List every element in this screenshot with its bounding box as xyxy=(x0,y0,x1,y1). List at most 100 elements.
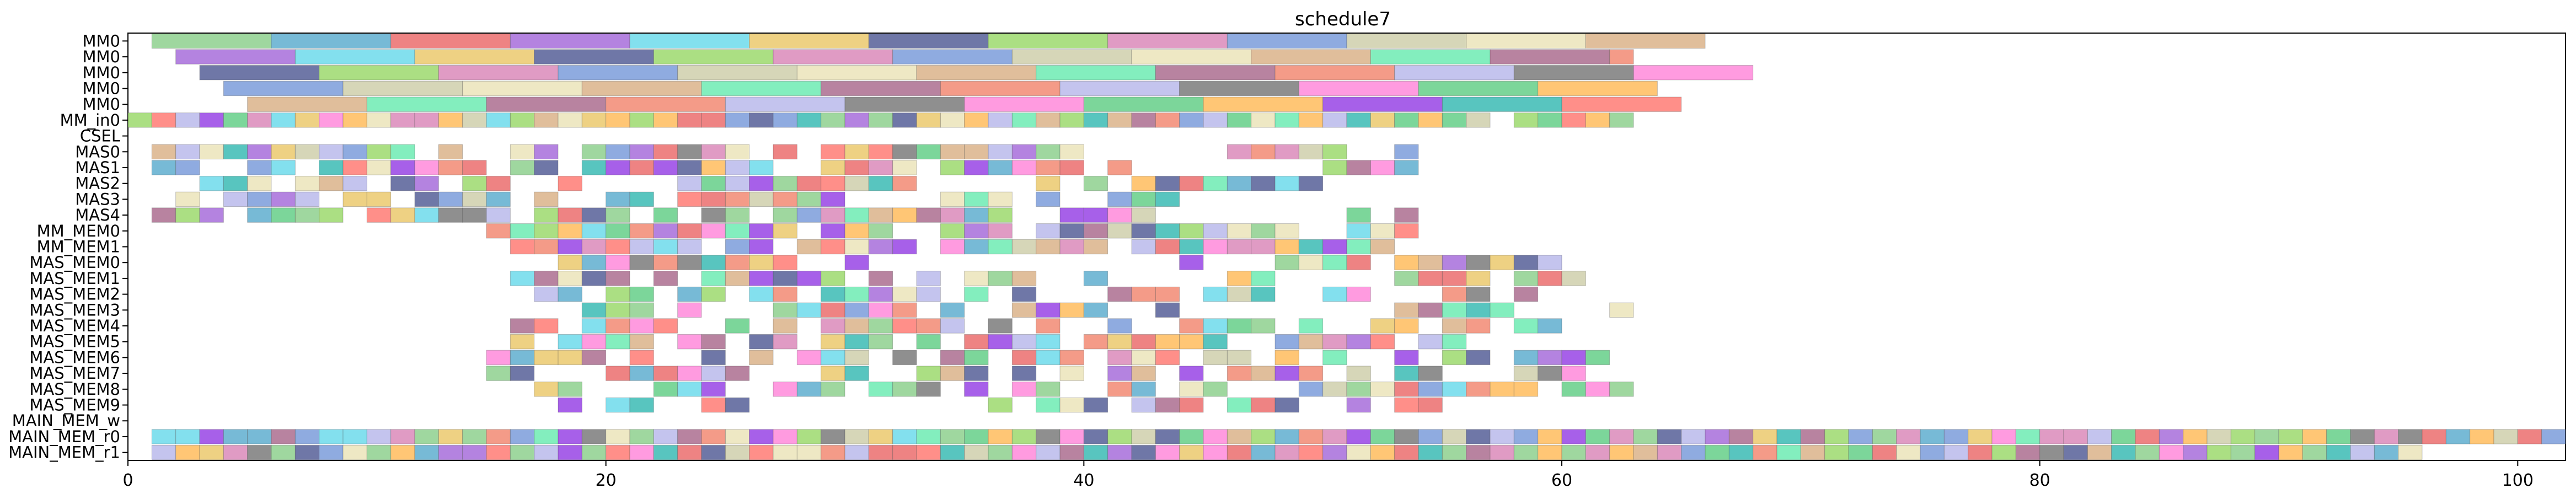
task-bar xyxy=(988,33,1108,49)
task-bar xyxy=(916,65,1037,81)
task-block xyxy=(892,318,917,334)
task-block xyxy=(1346,239,1371,255)
task-bar xyxy=(796,65,917,81)
task-block xyxy=(1943,429,1969,444)
task-block xyxy=(1227,429,1252,444)
task-block xyxy=(796,429,822,444)
task-block xyxy=(701,160,726,175)
task-block xyxy=(916,366,941,381)
task-block xyxy=(844,207,869,223)
task-block xyxy=(1274,429,1299,444)
task-block xyxy=(1561,429,1586,444)
task-block xyxy=(2111,444,2136,460)
y-tick-label: MM0 xyxy=(83,47,121,66)
task-block xyxy=(175,144,200,159)
task-block xyxy=(1107,207,1132,223)
task-block xyxy=(581,302,607,318)
task-block xyxy=(1131,444,1156,460)
task-block xyxy=(653,382,678,397)
task-block xyxy=(1322,350,1347,366)
task-bar xyxy=(581,81,702,96)
task-block xyxy=(510,350,535,366)
task-bar xyxy=(1633,65,1754,81)
task-block xyxy=(438,191,463,207)
task-block xyxy=(558,223,582,239)
task-block xyxy=(1227,444,1252,460)
task-block xyxy=(1298,382,1324,397)
task-block xyxy=(868,382,893,397)
task-block xyxy=(725,239,750,255)
task-block xyxy=(175,444,200,460)
task-block xyxy=(1131,334,1156,350)
task-block xyxy=(1609,302,1634,318)
task-block xyxy=(1059,160,1084,175)
task-block xyxy=(1322,382,1347,397)
task-block xyxy=(1968,429,1993,444)
task-block xyxy=(1609,444,1634,460)
task-block xyxy=(892,382,917,397)
task-block xyxy=(677,334,702,350)
task-block xyxy=(319,112,344,128)
task-block xyxy=(773,382,797,397)
task-block xyxy=(1059,444,1084,460)
x-tick-label: 20 xyxy=(596,471,617,490)
task-block xyxy=(988,239,1013,255)
task-block xyxy=(486,207,511,223)
task-block xyxy=(701,112,726,128)
task-block xyxy=(1011,366,1037,381)
task-block xyxy=(2063,429,2088,444)
task-block xyxy=(1322,255,1347,270)
task-block xyxy=(606,318,630,334)
task-block xyxy=(1322,112,1347,128)
task-block xyxy=(2517,429,2542,444)
task-block xyxy=(1011,350,1037,366)
task-block xyxy=(1059,429,1084,444)
task-block xyxy=(1059,397,1084,413)
task-block xyxy=(677,286,702,302)
task-block xyxy=(1418,382,1443,397)
task-block xyxy=(940,112,965,128)
task-block xyxy=(510,144,535,159)
task-block xyxy=(2398,429,2423,444)
y-tick-label: MAS4 xyxy=(75,206,120,224)
task-block xyxy=(844,444,869,460)
task-block xyxy=(1083,239,1108,255)
task-bar xyxy=(199,65,320,81)
task-block xyxy=(892,144,917,159)
task-block xyxy=(606,191,630,207)
task-block xyxy=(1155,397,1180,413)
task-block xyxy=(964,271,989,286)
task-block xyxy=(319,207,344,223)
task-block xyxy=(1657,444,1682,460)
task-bar xyxy=(1274,65,1395,81)
task-block xyxy=(1370,239,1395,255)
task-bar xyxy=(438,65,559,81)
task-block xyxy=(581,334,607,350)
task-block xyxy=(1059,239,1084,255)
task-block xyxy=(271,112,296,128)
task-bar xyxy=(653,49,774,65)
task-block xyxy=(1107,382,1132,397)
task-block xyxy=(1442,334,1467,350)
task-block xyxy=(1274,444,1299,460)
task-block xyxy=(366,144,392,159)
task-block xyxy=(1370,444,1395,460)
task-block xyxy=(844,175,869,191)
task-block xyxy=(916,112,941,128)
task-block xyxy=(510,444,535,460)
task-block xyxy=(342,144,367,159)
task-block xyxy=(1227,175,1252,191)
task-block xyxy=(1131,112,1156,128)
task-block xyxy=(1346,255,1371,270)
task-block xyxy=(294,144,320,159)
task-block xyxy=(1011,382,1037,397)
task-block xyxy=(1394,397,1419,413)
task-block xyxy=(1394,318,1419,334)
task-block xyxy=(438,444,463,460)
task-block xyxy=(1418,271,1443,286)
task-block xyxy=(1561,382,1586,397)
task-block xyxy=(725,444,750,460)
task-block xyxy=(486,350,511,366)
task-block xyxy=(2302,429,2327,444)
task-block xyxy=(606,144,630,159)
